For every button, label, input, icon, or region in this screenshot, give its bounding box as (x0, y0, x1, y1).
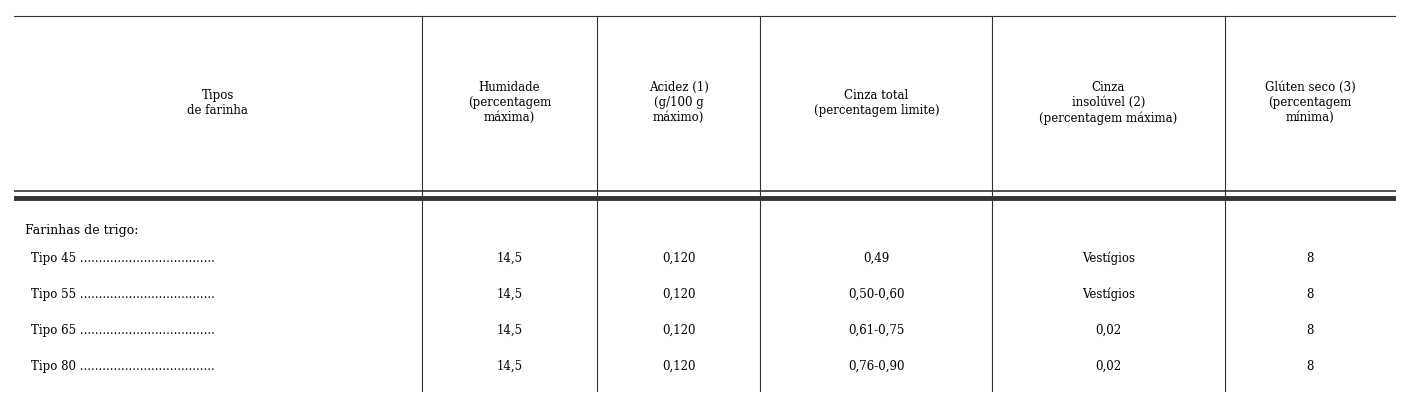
Text: 0,02: 0,02 (1096, 324, 1121, 337)
Text: 8: 8 (1307, 360, 1314, 373)
Text: Cinza
insolúvel (2)
(percentagem máxima): Cinza insolúvel (2) (percentagem máxima) (1039, 81, 1177, 125)
Text: Tipo 80 ....................................: Tipo 80 ................................… (31, 360, 214, 373)
Text: 0,120: 0,120 (663, 251, 695, 265)
Text: Acidez (1)
(g/100 g
máximo): Acidez (1) (g/100 g máximo) (649, 82, 709, 124)
Text: 8: 8 (1307, 324, 1314, 337)
Text: Humidade
(percentagem
máxima): Humidade (percentagem máxima) (468, 82, 551, 124)
Text: 0,76-0,90: 0,76-0,90 (847, 360, 905, 373)
Text: 8: 8 (1307, 288, 1314, 301)
Text: 14,5: 14,5 (496, 324, 523, 337)
Text: 0,120: 0,120 (663, 324, 695, 337)
Text: 14,5: 14,5 (496, 288, 523, 301)
Text: 0,120: 0,120 (663, 360, 695, 373)
Text: Vestígios: Vestígios (1081, 251, 1135, 265)
Text: Vestígios: Vestígios (1081, 287, 1135, 301)
Text: 14,5: 14,5 (496, 251, 523, 265)
Text: 0,50-0,60: 0,50-0,60 (847, 288, 905, 301)
Text: Tipos
de farinha: Tipos de farinha (188, 89, 248, 117)
Text: Glúten seco (3)
(percentagem
mínima): Glúten seco (3) (percentagem mínima) (1265, 82, 1355, 124)
Text: 8: 8 (1307, 251, 1314, 265)
Text: Farinhas de trigo:: Farinhas de trigo: (25, 225, 138, 238)
Text: Tipo 45 ....................................: Tipo 45 ................................… (31, 251, 214, 265)
Text: 0,120: 0,120 (663, 288, 695, 301)
Text: 0,61-0,75: 0,61-0,75 (849, 324, 905, 337)
Text: 14,5: 14,5 (496, 360, 523, 373)
Text: Tipo 65 ....................................: Tipo 65 ................................… (31, 324, 214, 337)
Text: 0,49: 0,49 (863, 251, 890, 265)
Text: 0,02: 0,02 (1096, 360, 1121, 373)
Text: Tipo 55 ....................................: Tipo 55 ................................… (31, 288, 214, 301)
Text: Cinza total
(percentagem limite): Cinza total (percentagem limite) (814, 89, 939, 117)
